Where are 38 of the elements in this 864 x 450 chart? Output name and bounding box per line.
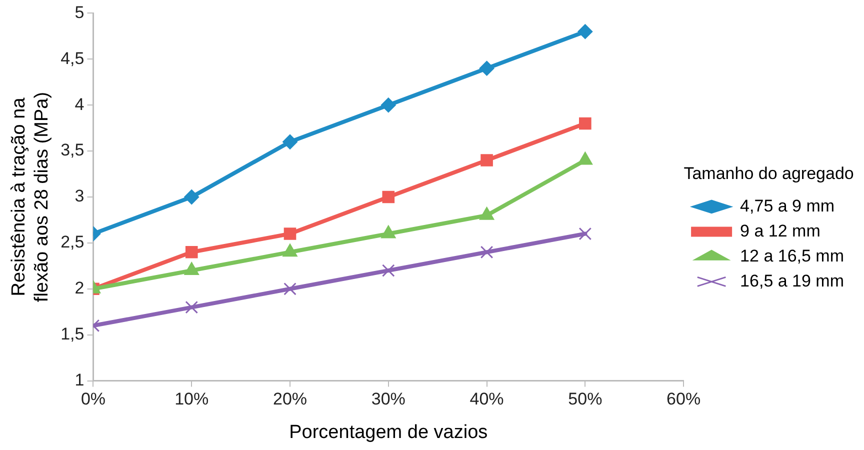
point <box>185 300 198 314</box>
y-tick-label: 3 <box>74 186 84 206</box>
y-tick-label: 3,5 <box>60 140 84 160</box>
x-tick-label: 40% <box>470 390 504 409</box>
x-tick-label: 0% <box>80 390 106 409</box>
y-tick-label: 1,5 <box>60 324 84 344</box>
y-tick-label: 4,5 <box>60 48 84 68</box>
point <box>480 154 493 166</box>
x-tick-label: 50% <box>568 390 602 409</box>
y-tick-label: 1 <box>74 370 84 390</box>
point <box>382 190 395 204</box>
point <box>579 117 592 130</box>
point <box>578 227 592 240</box>
point <box>480 246 494 259</box>
y-tick-label: 4 <box>74 94 84 114</box>
x-axis-title: Porcentagem de vazios <box>289 422 488 443</box>
point <box>578 24 593 40</box>
legend-label: 12 a 16,5 mm <box>740 246 844 266</box>
y-tick-label: 2,5 <box>60 232 84 252</box>
legend-label: 4,75 a 9 mm <box>740 196 835 216</box>
point <box>185 246 198 258</box>
point <box>284 282 296 296</box>
point <box>380 98 396 113</box>
y-tick-label: 5 <box>74 2 84 22</box>
x-tick-label: 30% <box>371 390 406 409</box>
x-tick-label: 60% <box>666 390 701 409</box>
legend-label: 16,5 a 19 mm <box>740 271 844 290</box>
y-tick-label: 2 <box>74 278 84 298</box>
x-tick-label: 20% <box>272 390 308 409</box>
point <box>184 190 200 204</box>
legend-title: Tamanho do agregado <box>684 164 854 183</box>
point <box>479 60 494 76</box>
point <box>382 264 395 277</box>
point <box>284 228 296 240</box>
legend-label: 9 a 12 mm <box>740 221 820 240</box>
x-tick-label: 10% <box>174 390 209 409</box>
y-axis-title: Resistência à tração na flexão aos 28 dias (MPa) <box>8 92 52 302</box>
point <box>282 134 298 150</box>
